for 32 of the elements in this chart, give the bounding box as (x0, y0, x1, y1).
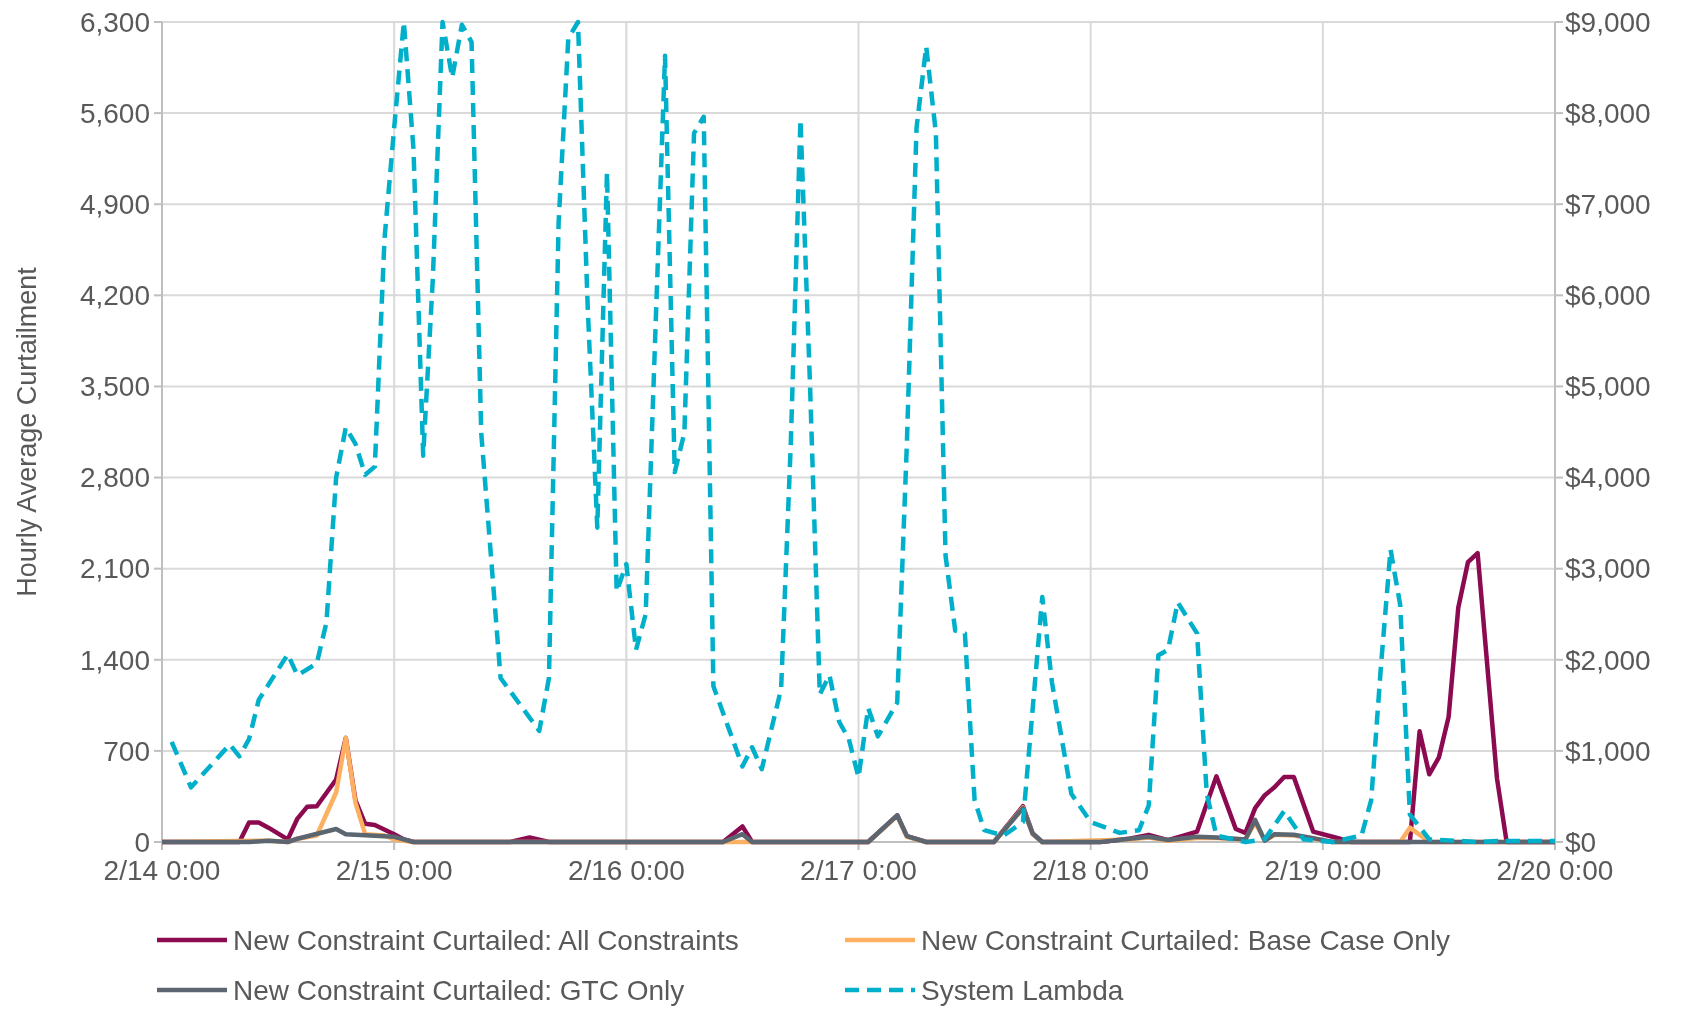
x-tick-label: 2/17 0:00 (800, 855, 917, 886)
x-tick-label: 2/18 0:00 (1032, 855, 1150, 886)
y2-tick-label: $7,000 (1565, 189, 1651, 221)
x-tick-label: 2/20 0:00 (1496, 855, 1614, 886)
y2-tick-label: $9,000 (1565, 6, 1651, 38)
y2-tick-label: $2,000 (1565, 644, 1651, 676)
y-tick-label: 6,300 (79, 6, 150, 38)
y2-tick-label: $6,000 (1565, 280, 1651, 312)
x-tick-label: 2/16 0:00 (567, 855, 685, 886)
y-tick-label: 2,800 (79, 462, 150, 494)
y-tick-label: 2,100 (79, 553, 150, 585)
legend-label: New Constraint Curtailed: GTC Only (233, 974, 685, 1006)
x-tick-label: 2/19 0:00 (1264, 855, 1382, 886)
y-tick-label: 4,900 (79, 189, 150, 221)
x-tick-label: 2/14 0:00 (103, 855, 221, 886)
legend-label: New Constraint Curtailed: All Constraints (233, 924, 739, 956)
y2-tick-label: $5,000 (1565, 371, 1651, 403)
y2-tick-label: $1,000 (1565, 735, 1651, 767)
y2-tick-label: $4,000 (1565, 462, 1651, 494)
x-tick-label: 2/15 0:00 (335, 855, 453, 886)
legend-label: New Constraint Curtailed: Base Case Only (921, 924, 1451, 956)
y2-tick-label: $8,000 (1565, 97, 1651, 129)
y-tick-label: 0 (134, 826, 150, 858)
y-axis-title: Hourly Average Curtailment (12, 266, 42, 597)
y-tick-label: 700 (103, 735, 150, 767)
y2-tick-label: $0 (1565, 826, 1597, 858)
y-tick-label: 3,500 (79, 371, 150, 403)
y-tick-label: 1,400 (79, 644, 150, 676)
y-tick-label: 4,200 (79, 280, 150, 312)
y2-tick-label: $3,000 (1565, 553, 1651, 585)
legend-label: System Lambda (921, 974, 1124, 1006)
y-tick-label: 5,600 (79, 97, 150, 129)
